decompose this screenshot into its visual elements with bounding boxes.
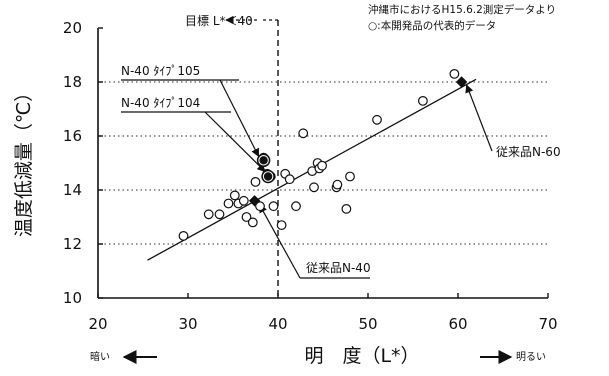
x-tick-label: 60 bbox=[448, 315, 467, 333]
direction-bright-label: 明るい bbox=[516, 351, 546, 363]
data-point bbox=[250, 176, 261, 187]
data-point bbox=[298, 128, 309, 139]
x-tick-label: 50 bbox=[358, 315, 377, 333]
note-source: 沖縄市におけるH15.6.2測定データより bbox=[368, 3, 556, 16]
annotation-conventional-n40: 従来品N-40 bbox=[306, 261, 371, 275]
direction-dark-label: 暗い bbox=[90, 350, 110, 363]
data-point bbox=[203, 209, 214, 220]
data-point bbox=[449, 68, 460, 79]
data-point bbox=[317, 160, 328, 171]
highlight-point bbox=[263, 172, 273, 181]
y-tick-label: 16 bbox=[63, 127, 82, 145]
data-point bbox=[372, 114, 382, 125]
conventional-point bbox=[455, 76, 468, 88]
leader-n60 bbox=[465, 84, 493, 152]
y-axis-label: 温度低減量（℃） bbox=[13, 83, 35, 237]
tick-labels: 20 30 40 50 60 70 10 12 14 16 18 20 bbox=[63, 19, 558, 333]
data-point bbox=[255, 201, 265, 212]
leader-n40 bbox=[259, 204, 301, 279]
data-point bbox=[247, 217, 258, 228]
conventional-point bbox=[248, 195, 261, 207]
y-tick-label: 20 bbox=[63, 19, 82, 37]
x-axis-label: 明 度（L*） bbox=[304, 345, 419, 367]
data-point bbox=[341, 203, 352, 214]
target-region bbox=[225, 15, 279, 298]
highlight-point bbox=[259, 156, 268, 165]
data-point bbox=[268, 201, 279, 212]
data-points bbox=[178, 68, 468, 241]
axes bbox=[97, 27, 549, 299]
annotation-type105: N-40 ﾀｲﾌﾟ105 bbox=[121, 64, 200, 78]
data-point bbox=[229, 190, 240, 201]
data-point bbox=[223, 198, 234, 209]
y-tick-label: 12 bbox=[63, 235, 82, 253]
x-tick-label: 20 bbox=[88, 315, 107, 333]
y-tick-label: 18 bbox=[63, 73, 82, 91]
data-point bbox=[178, 230, 189, 241]
data-point bbox=[214, 209, 225, 220]
annotation-type104: N-40 ﾀｲﾌﾟ104 bbox=[121, 96, 200, 110]
data-point bbox=[332, 179, 343, 190]
leader-type105 bbox=[219, 79, 260, 158]
target-label: 目標 L*＜40 bbox=[185, 14, 253, 28]
data-point bbox=[291, 201, 301, 212]
data-point bbox=[345, 171, 355, 182]
y-tick-label: 14 bbox=[63, 181, 82, 199]
x-tick-label: 70 bbox=[538, 315, 557, 333]
x-tick-label: 30 bbox=[178, 315, 197, 333]
data-point bbox=[284, 174, 295, 185]
data-point bbox=[418, 95, 428, 106]
note-legend: ○:本開発品の代表的データ bbox=[368, 19, 496, 32]
data-point bbox=[309, 182, 319, 193]
data-point bbox=[276, 220, 287, 231]
y-tick-label: 10 bbox=[63, 289, 82, 307]
data-point bbox=[241, 212, 252, 222]
leader-type104 bbox=[204, 111, 266, 173]
annotation-conventional-n60: 従来品N-60 bbox=[496, 145, 561, 159]
x-tick-label: 40 bbox=[268, 315, 287, 333]
data-point bbox=[238, 195, 249, 206]
